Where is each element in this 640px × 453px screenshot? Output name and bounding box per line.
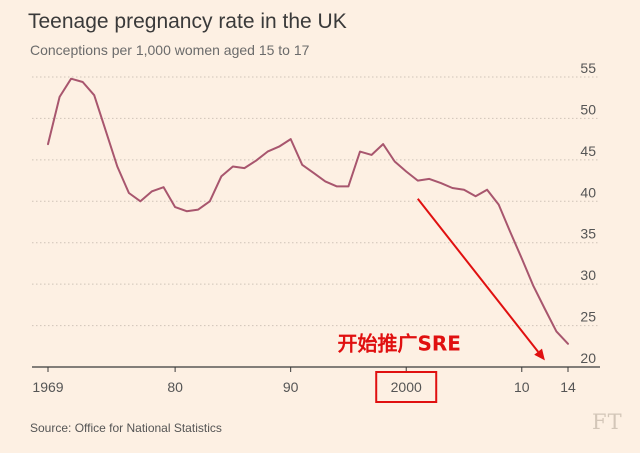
series-line <box>47 77 569 345</box>
x-tick-label: 10 <box>514 379 530 395</box>
x-tick-label: 14 <box>560 379 576 395</box>
annotation-arrow-shaft <box>416 198 539 353</box>
x-tick-label: 2000 <box>391 379 422 395</box>
ft-logo: FT <box>592 410 623 434</box>
x-tick-label: 90 <box>283 379 299 395</box>
y-tick-label: 25 <box>580 309 596 325</box>
y-tick-label: 35 <box>580 226 596 242</box>
annotation-label: 开始推广SRE <box>337 331 460 355</box>
x-tick-label: 1969 <box>32 379 63 395</box>
chart-subtitle: Conceptions per 1,000 women aged 15 to 1… <box>30 42 310 58</box>
x-tick-label: 80 <box>167 379 183 395</box>
source-note: Source: Office for National Statistics <box>30 421 222 435</box>
y-tick-label: 45 <box>580 143 596 159</box>
y-tick-label: 55 <box>580 60 596 76</box>
y-tick-label: 20 <box>580 350 596 366</box>
y-tick-label: 40 <box>580 184 596 200</box>
y-tick-label: 50 <box>580 101 596 117</box>
annotation-highlight-box <box>375 371 438 403</box>
annotation-arrow-head <box>534 348 545 361</box>
y-tick-label: 30 <box>580 267 596 283</box>
chart-title: Teenage pregnancy rate in the UK <box>28 10 347 33</box>
